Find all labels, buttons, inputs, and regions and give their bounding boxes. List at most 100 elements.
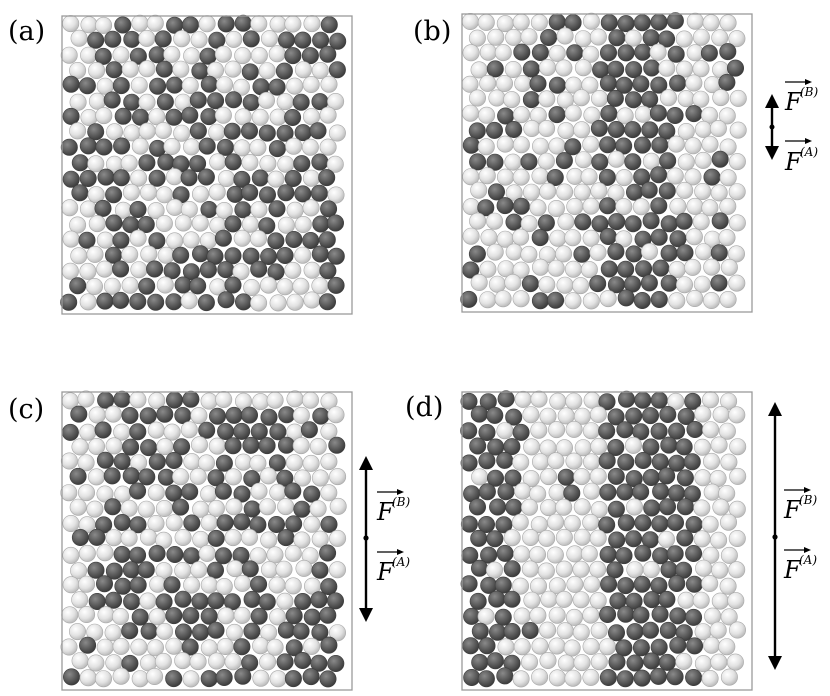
- dark-particle: [180, 169, 198, 187]
- dark-particle: [573, 245, 591, 263]
- light-particle: [512, 106, 530, 124]
- dark-particle: [659, 152, 677, 170]
- light-particle: [512, 290, 530, 308]
- dark-particle: [711, 150, 729, 168]
- dark-particle: [616, 670, 634, 688]
- light-particle: [728, 406, 746, 424]
- light-particle: [566, 545, 584, 563]
- dark-particle: [599, 228, 617, 246]
- light-particle: [301, 138, 319, 156]
- dark-particle: [599, 74, 617, 92]
- light-particle: [147, 202, 165, 220]
- light-particle: [479, 291, 497, 309]
- light-particle: [250, 201, 268, 219]
- dark-particle: [311, 245, 329, 263]
- light-particle: [320, 422, 338, 440]
- light-particle: [156, 622, 174, 640]
- dark-particle: [650, 577, 668, 595]
- light-particle: [260, 624, 278, 642]
- dark-particle: [165, 108, 183, 126]
- light-particle: [529, 199, 547, 217]
- dark-particle: [658, 467, 676, 485]
- light-particle: [494, 290, 512, 308]
- light-particle: [513, 545, 531, 563]
- dark-particle: [122, 467, 140, 485]
- light-particle: [710, 531, 728, 549]
- light-particle: [284, 261, 302, 279]
- light-particle: [573, 654, 591, 672]
- dark-particle: [650, 13, 668, 31]
- dark-particle: [319, 606, 337, 624]
- dark-particle: [235, 293, 253, 311]
- light-particle: [720, 392, 738, 410]
- light-particle: [104, 405, 122, 423]
- dark-particle: [505, 408, 523, 426]
- dark-particle: [607, 243, 625, 261]
- light-particle: [269, 670, 287, 688]
- dark-particle: [250, 422, 268, 440]
- dark-particle: [207, 592, 225, 610]
- dark-particle: [503, 560, 521, 578]
- dark-particle: [537, 214, 555, 232]
- light-particle: [692, 60, 710, 78]
- light-particle: [590, 621, 608, 639]
- dark-particle: [165, 451, 183, 469]
- dark-particle: [617, 605, 635, 623]
- light-particle: [505, 243, 523, 261]
- dark-particle: [652, 259, 670, 277]
- light-particle: [686, 197, 704, 215]
- dark-particle: [129, 292, 147, 310]
- light-particle: [727, 245, 745, 263]
- light-particle: [719, 577, 737, 595]
- light-particle: [580, 261, 598, 279]
- light-particle: [217, 637, 235, 655]
- light-particle: [225, 498, 243, 516]
- dark-particle: [615, 639, 633, 657]
- dark-particle: [496, 451, 514, 469]
- dark-particle: [233, 170, 251, 188]
- panel-c-force-arrows: [359, 456, 373, 622]
- light-particle: [695, 243, 713, 261]
- dark-particle: [225, 406, 243, 424]
- panel-d-box: [461, 391, 753, 691]
- light-particle: [69, 93, 87, 111]
- dark-particle: [292, 93, 310, 111]
- panel-c-box: [61, 391, 353, 691]
- dark-particle: [504, 469, 522, 487]
- dark-particle: [249, 516, 267, 534]
- dark-particle: [129, 576, 147, 594]
- dark-particle: [710, 244, 728, 262]
- light-particle: [120, 499, 138, 517]
- light-particle: [573, 498, 591, 516]
- panel-d-force-a: F (A): [783, 547, 817, 584]
- dark-particle: [598, 168, 616, 186]
- light-particle: [607, 150, 625, 168]
- light-particle: [530, 390, 548, 408]
- dark-particle: [199, 261, 217, 279]
- dark-particle: [685, 608, 703, 626]
- light-particle: [60, 484, 78, 502]
- light-particle: [728, 500, 746, 518]
- dark-particle: [94, 421, 112, 439]
- light-particle: [95, 16, 113, 34]
- light-particle: [712, 89, 730, 107]
- dark-particle: [496, 544, 514, 562]
- dark-particle: [277, 621, 295, 639]
- panel-b-force-a: F (A): [784, 138, 818, 176]
- light-particle: [182, 231, 200, 249]
- dark-particle: [268, 454, 286, 472]
- light-particle: [468, 89, 486, 107]
- light-particle: [528, 546, 546, 564]
- light-particle: [589, 467, 607, 485]
- light-particle: [260, 531, 278, 549]
- dark-particle: [660, 274, 678, 292]
- dark-particle: [494, 576, 512, 594]
- light-particle: [200, 392, 218, 410]
- light-particle: [190, 407, 208, 425]
- dark-particle: [209, 407, 227, 425]
- light-particle: [548, 421, 566, 439]
- light-particle: [189, 653, 207, 671]
- light-particle: [538, 120, 556, 138]
- dark-particle: [625, 61, 643, 79]
- dark-particle: [166, 76, 184, 94]
